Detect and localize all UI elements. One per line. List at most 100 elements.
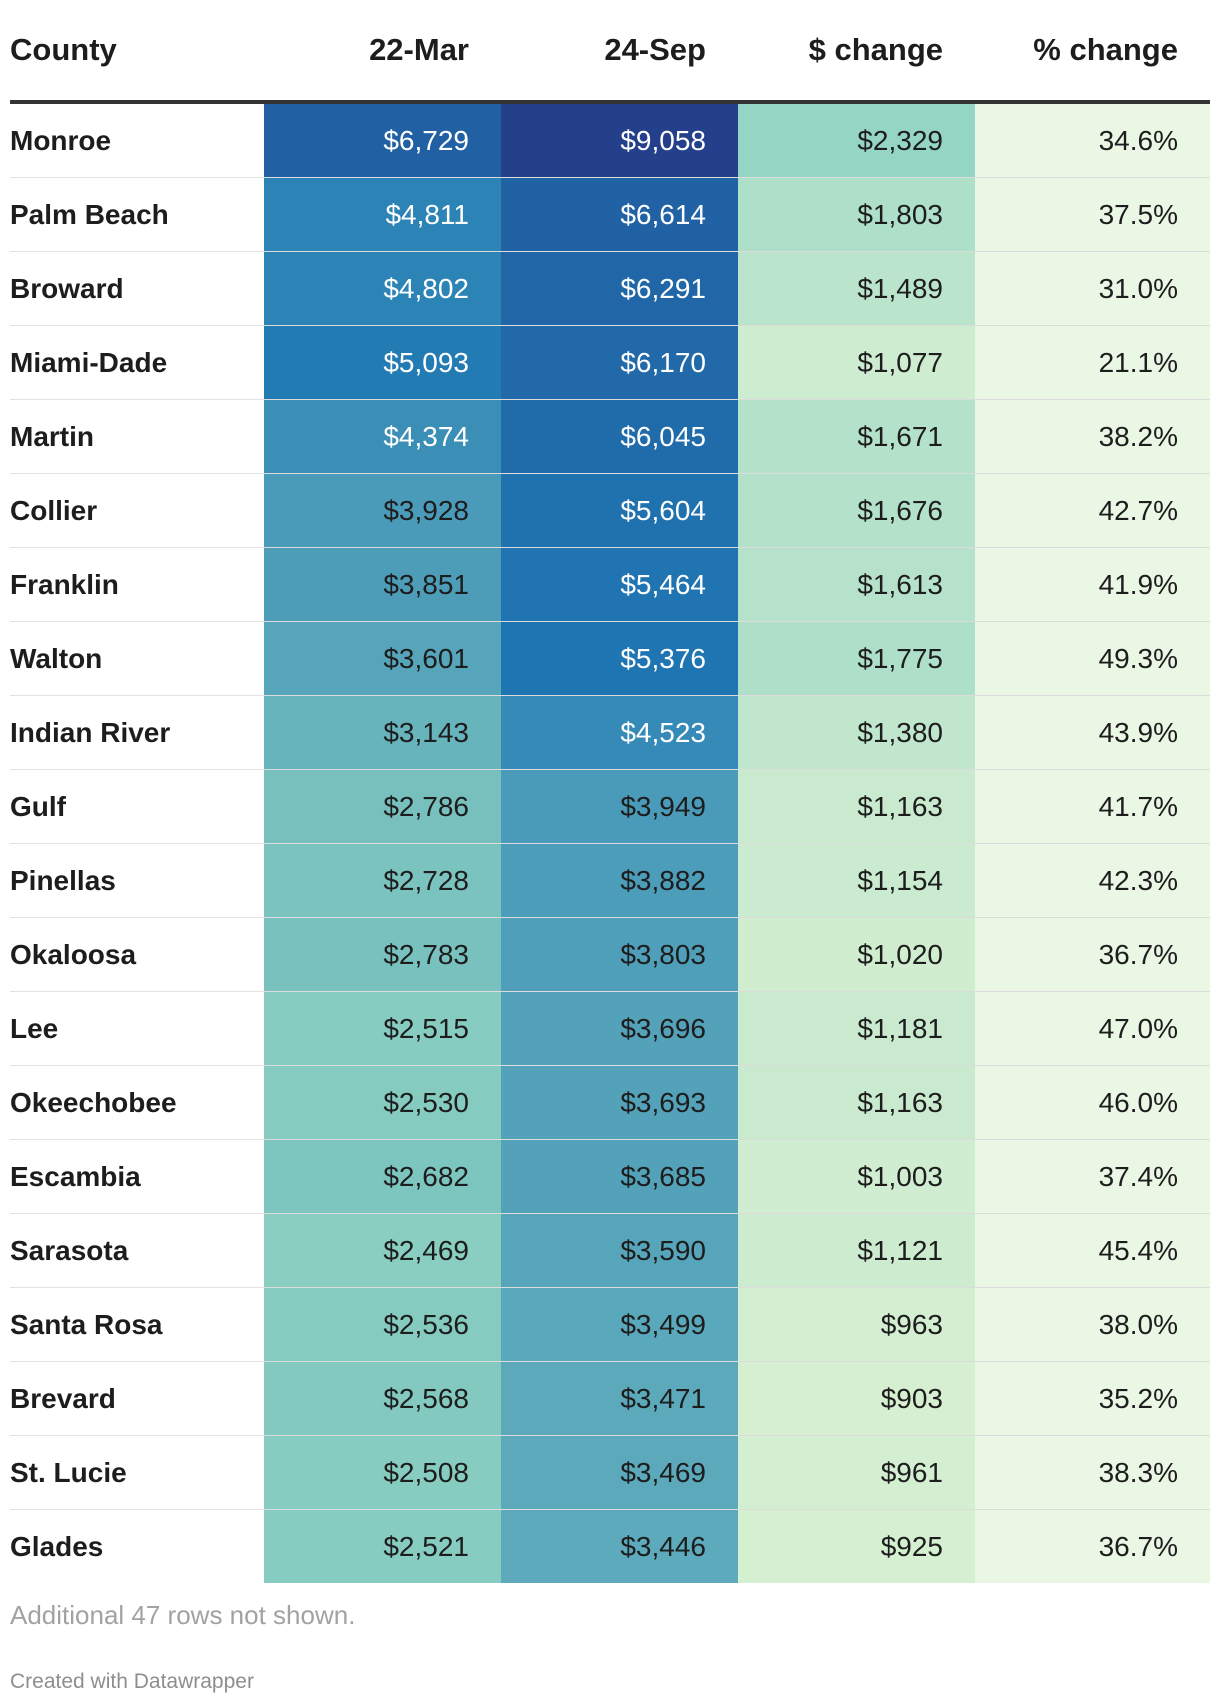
cell-mar: $2,728 xyxy=(264,843,501,918)
cell-pct-change: 45.4% xyxy=(975,1213,1210,1288)
cell-mar: $2,530 xyxy=(264,1065,501,1140)
cell-sep: $3,882 xyxy=(501,843,738,918)
cell-mar: $2,515 xyxy=(264,991,501,1066)
cell-sep: $6,291 xyxy=(501,251,738,326)
table-row: Pinellas $2,728 $3,882 $1,154 42.3% xyxy=(10,843,1210,918)
cell-mar: $4,811 xyxy=(264,177,501,252)
cell-sep: $6,045 xyxy=(501,399,738,474)
cell-dollar-change: $1,676 xyxy=(738,473,975,548)
cell-dollar-change: $1,020 xyxy=(738,917,975,992)
column-header-pct-change[interactable]: % change xyxy=(975,0,1210,104)
column-header-sep[interactable]: 24-Sep xyxy=(501,0,738,104)
cell-mar: $2,682 xyxy=(264,1139,501,1214)
cell-pct-change: 42.7% xyxy=(975,473,1210,548)
cell-pct-change: 37.4% xyxy=(975,1139,1210,1214)
cell-dollar-change: $961 xyxy=(738,1435,975,1510)
table-container: County 22-Mar 24-Sep $ change % change M… xyxy=(10,0,1210,1583)
cell-dollar-change: $1,489 xyxy=(738,251,975,326)
cell-mar: $3,928 xyxy=(264,473,501,548)
cell-county: Okeechobee xyxy=(10,1065,264,1140)
cell-pct-change: 41.9% xyxy=(975,547,1210,622)
table-row: Brevard $2,568 $3,471 $903 35.2% xyxy=(10,1361,1210,1436)
header-row: County 22-Mar 24-Sep $ change % change xyxy=(10,0,1210,104)
cell-pct-change: 42.3% xyxy=(975,843,1210,918)
cell-sep: $5,376 xyxy=(501,621,738,696)
table-row: Gulf $2,786 $3,949 $1,163 41.7% xyxy=(10,769,1210,844)
cell-dollar-change: $1,671 xyxy=(738,399,975,474)
table-row: Lee $2,515 $3,696 $1,181 47.0% xyxy=(10,991,1210,1066)
cell-sep: $9,058 xyxy=(501,102,738,178)
cell-sep: $3,446 xyxy=(501,1509,738,1583)
cell-mar: $2,508 xyxy=(264,1435,501,1510)
rows-not-shown-note: Additional 47 rows not shown. xyxy=(10,1600,356,1630)
cell-county: St. Lucie xyxy=(10,1435,264,1510)
cell-county: Collier xyxy=(10,473,264,548)
cell-sep: $6,614 xyxy=(501,177,738,252)
cell-county: Sarasota xyxy=(10,1213,264,1288)
cell-mar: $2,783 xyxy=(264,917,501,992)
column-header-county[interactable]: County xyxy=(10,0,264,104)
cell-mar: $2,521 xyxy=(264,1509,501,1583)
table-row: Martin $4,374 $6,045 $1,671 38.2% xyxy=(10,399,1210,474)
cell-sep: $3,696 xyxy=(501,991,738,1066)
cell-sep: $6,170 xyxy=(501,325,738,400)
column-header-dollar-change[interactable]: $ change xyxy=(738,0,975,104)
cell-dollar-change: $1,003 xyxy=(738,1139,975,1214)
table-row: Broward $4,802 $6,291 $1,489 31.0% xyxy=(10,251,1210,326)
cell-dollar-change: $1,163 xyxy=(738,1065,975,1140)
cell-county: Broward xyxy=(10,251,264,326)
cell-dollar-change: $1,121 xyxy=(738,1213,975,1288)
cell-dollar-change: $1,613 xyxy=(738,547,975,622)
cell-sep: $3,685 xyxy=(501,1139,738,1214)
cell-sep: $3,693 xyxy=(501,1065,738,1140)
cell-mar: $3,143 xyxy=(264,695,501,770)
cell-dollar-change: $1,803 xyxy=(738,177,975,252)
cell-dollar-change: $1,077 xyxy=(738,325,975,400)
cell-pct-change: 38.3% xyxy=(975,1435,1210,1510)
cell-mar: $4,802 xyxy=(264,251,501,326)
cell-mar: $5,093 xyxy=(264,325,501,400)
cell-sep: $5,604 xyxy=(501,473,738,548)
cell-pct-change: 49.3% xyxy=(975,621,1210,696)
cell-dollar-change: $1,380 xyxy=(738,695,975,770)
table-row: Collier $3,928 $5,604 $1,676 42.7% xyxy=(10,473,1210,548)
cell-sep: $3,590 xyxy=(501,1213,738,1288)
cell-county: Gulf xyxy=(10,769,264,844)
cell-pct-change: 47.0% xyxy=(975,991,1210,1066)
cell-sep: $5,464 xyxy=(501,547,738,622)
cell-county: Escambia xyxy=(10,1139,264,1214)
cell-sep: $3,949 xyxy=(501,769,738,844)
cell-county: Glades xyxy=(10,1530,104,1562)
cell-mar: $3,601 xyxy=(264,621,501,696)
cell-dollar-change: $925 xyxy=(738,1509,975,1583)
cell-dollar-change: $903 xyxy=(738,1361,975,1436)
cell-pct-change: 35.2% xyxy=(975,1361,1210,1436)
cell-county: Palm Beach xyxy=(10,177,264,252)
table-row: Okeechobee $2,530 $3,693 $1,163 46.0% xyxy=(10,1065,1210,1140)
cell-county: Walton xyxy=(10,621,264,696)
table-row: Franklin $3,851 $5,464 $1,613 41.9% xyxy=(10,547,1210,622)
cell-county: Okaloosa xyxy=(10,917,264,992)
cell-county: Martin xyxy=(10,399,264,474)
cell-pct-change: 38.0% xyxy=(975,1287,1210,1362)
cell-county: Indian River xyxy=(10,695,264,770)
cell-mar: $4,374 xyxy=(264,399,501,474)
cell-pct-change: 34.6% xyxy=(975,102,1210,178)
cell-sep: $3,469 xyxy=(501,1435,738,1510)
cell-mar: $6,729 xyxy=(264,102,501,178)
cell-county: Monroe xyxy=(10,102,264,178)
table-row: Miami-Dade $5,093 $6,170 $1,077 21.1% xyxy=(10,325,1210,400)
table-row: Sarasota $2,469 $3,590 $1,121 45.4% xyxy=(10,1213,1210,1288)
table-row: Okaloosa $2,783 $3,803 $1,020 36.7% xyxy=(10,917,1210,992)
column-header-mar[interactable]: 22-Mar xyxy=(264,0,501,104)
cell-sep: $3,471 xyxy=(501,1361,738,1436)
cell-pct-change: 38.2% xyxy=(975,399,1210,474)
cell-dollar-change: $2,329 xyxy=(738,102,975,178)
table-row: Escambia $2,682 $3,685 $1,003 37.4% xyxy=(10,1139,1210,1214)
cell-county: Santa Rosa xyxy=(10,1287,264,1362)
cell-county: Brevard xyxy=(10,1361,264,1436)
cell-pct-change: 41.7% xyxy=(975,769,1210,844)
table-row: Monroe $6,729 $9,058 $2,329 34.6% xyxy=(10,102,1210,178)
table-row: Palm Beach $4,811 $6,614 $1,803 37.5% xyxy=(10,177,1210,252)
cell-county: Lee xyxy=(10,991,264,1066)
